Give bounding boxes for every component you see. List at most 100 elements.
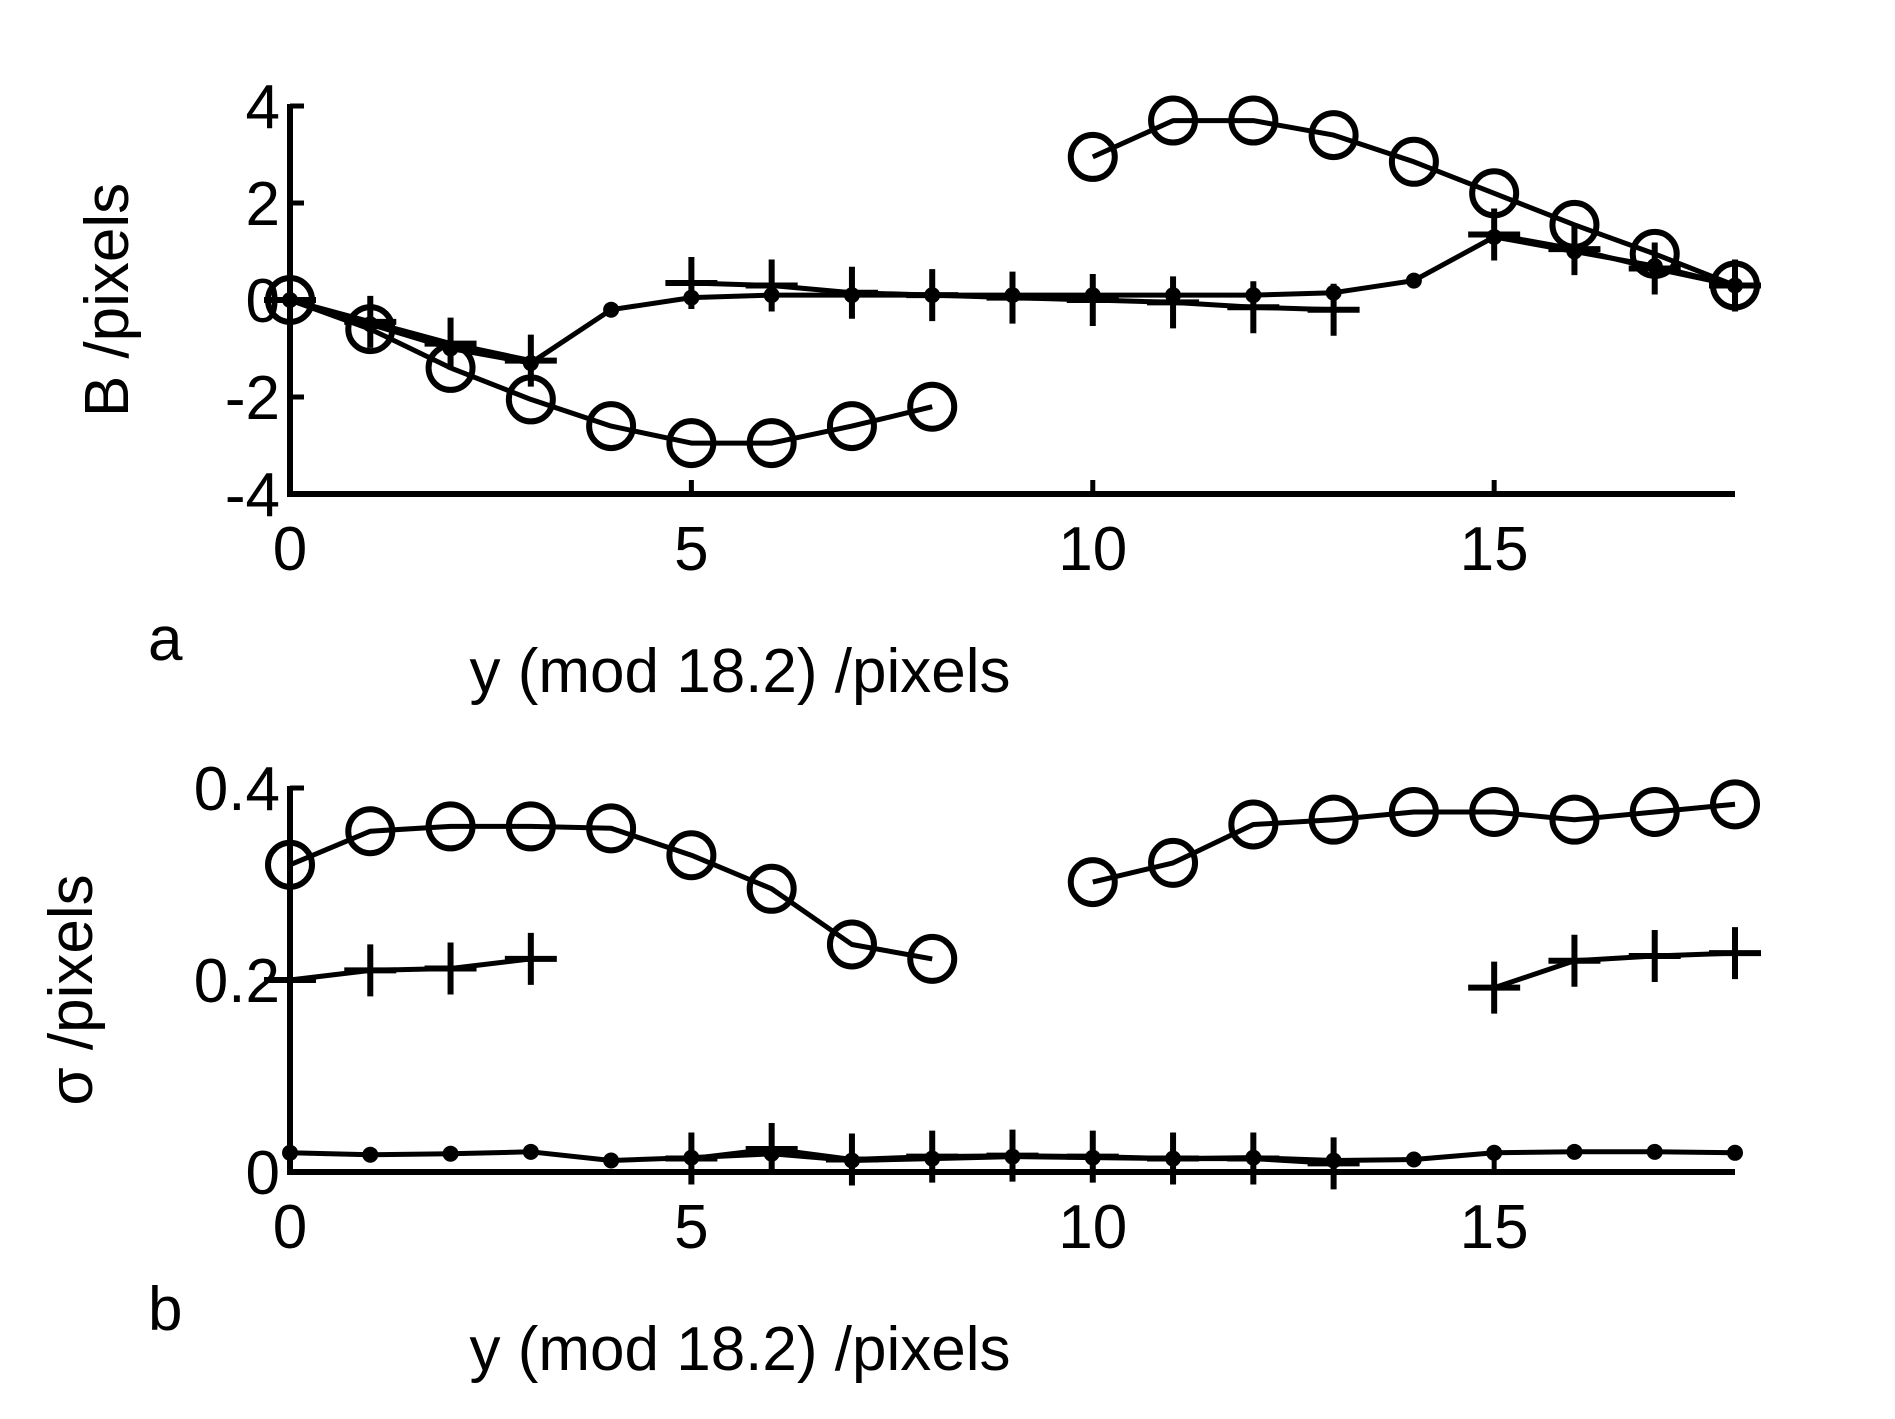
panel-b-point-circle — [666, 830, 717, 881]
panel-a-x-tick-label: 0 — [273, 515, 307, 584]
panel-b-point-dot — [362, 1146, 379, 1163]
panel-a-point-dot — [282, 292, 298, 308]
panel-a-point-dot — [1727, 277, 1743, 294]
panel-b-y-axis-label: σ /pixels — [37, 874, 106, 1105]
panel-a-point-dot — [362, 316, 379, 333]
panel-b-point-plus — [264, 954, 316, 1006]
panel-a-point-circle — [746, 418, 797, 469]
panel-b-point-circle — [1388, 787, 1439, 837]
panel-a-x-axis-label: y (mod 18.2) /pixels — [470, 637, 1011, 706]
panel-a-point-circle — [826, 401, 877, 452]
panel-b-point-circle — [586, 803, 637, 854]
panel-b-point-dot — [1084, 1149, 1101, 1166]
panel-a-point-circle — [1388, 136, 1439, 187]
panel-b-y-tick-label: 0.2 — [194, 947, 280, 1016]
panel-b-point-plus — [1709, 927, 1761, 980]
panel-b-x-axis-label: y (mod 18.2) /pixels — [470, 1315, 1011, 1384]
panel-a-point-dot — [603, 301, 620, 318]
panel-a-point-dot — [1165, 287, 1182, 304]
panel-b-point-plus — [1468, 961, 1521, 1014]
panel-a-y-tick-label: -2 — [225, 364, 280, 433]
panel-a-point-dot — [1486, 228, 1503, 245]
panel-a-y-tick-label: 4 — [246, 73, 280, 142]
panel-b-point-circle — [1710, 779, 1760, 830]
panel-a-point-circle — [1148, 95, 1199, 146]
panel-b-point-dot — [1486, 1144, 1503, 1161]
panel-b-point-circle — [907, 933, 958, 984]
panel-a: 0 5 10 15 -4 -2 0 2 4 a y (mod 18.2) /pixels B /… — [73, 73, 1761, 706]
panel-a-x-tick-label: 5 — [674, 515, 708, 584]
panel-a-point-circle — [1308, 110, 1359, 161]
panel-a-point-dot — [683, 289, 700, 306]
panel-b-point-dot — [1727, 1144, 1743, 1161]
panel-b-point-dot — [843, 1152, 860, 1169]
panel-b-point-circle — [425, 801, 476, 852]
panel-b-point-circle — [826, 919, 877, 970]
panel-b-point-dot — [1325, 1152, 1342, 1169]
panel-a-series-line-circle — [1091, 118, 1736, 288]
panel-a-y-tick-label: 2 — [246, 170, 280, 239]
panel-b-point-circle — [1549, 794, 1600, 845]
panel-a-point-circle — [1228, 95, 1279, 146]
panel-b-y-tick-label: 0.4 — [194, 755, 280, 824]
panel-b-x-tick-label: 5 — [674, 1193, 708, 1262]
panel-b-point-dot — [924, 1150, 941, 1167]
panel-b-point-plus — [1548, 934, 1601, 987]
panel-b-series-line-plus — [289, 956, 532, 983]
panel-b: 0 5 10 15 0 0.2 0.4 b y (mod 18.2) /pixels σ /… — [37, 755, 1761, 1384]
panel-a-point-circle — [907, 381, 958, 432]
panel-a-label: a — [148, 605, 183, 674]
panel-a-point-dot — [924, 287, 941, 304]
panel-a-y-tick-label: 0 — [246, 267, 280, 336]
panel-b-point-dot — [763, 1145, 780, 1162]
panel-b-point-circle — [1469, 787, 1520, 837]
panel-a-point-dot — [1084, 287, 1101, 304]
panel-b-point-circle — [1629, 787, 1680, 837]
panel-a-point-dot — [1646, 258, 1663, 275]
panel-b-point-dot — [1245, 1149, 1262, 1166]
panel-a-point-dot — [1004, 287, 1021, 304]
panel-b-point-circle — [746, 863, 797, 914]
panel-b-series-line-plus — [1493, 950, 1736, 991]
panel-a-point-circle — [586, 401, 637, 452]
panel-b-x-tick-label: 0 — [273, 1193, 307, 1262]
panel-a-point-circle — [1067, 131, 1118, 182]
panel-b-y-tick-label: 0 — [246, 1139, 280, 1208]
panel-a-point-dot — [1566, 243, 1583, 260]
panel-b-point-circle — [1067, 857, 1118, 908]
panel-b-point-plus — [344, 944, 397, 997]
panel-b-point-dot — [442, 1145, 459, 1162]
panel-b-x-tick-label: 10 — [1058, 1193, 1127, 1262]
panel-b-series-line-circle — [289, 823, 933, 962]
panel-b-label: b — [148, 1275, 182, 1344]
panel-b-plot-area — [264, 779, 1761, 1190]
panel-a-point-dot — [442, 340, 459, 357]
panel-a-series-line-circle — [289, 297, 933, 446]
panel-a-point-dot — [1325, 284, 1342, 301]
panel-b-point-circle — [1228, 799, 1279, 850]
panel-a-x-tick-label: 15 — [1460, 515, 1529, 584]
panel-b-point-plus — [1628, 930, 1681, 982]
panel-b-point-circle — [345, 806, 396, 857]
panel-b-point-circle — [265, 839, 315, 890]
panel-b-point-dot — [603, 1152, 620, 1169]
panel-a-point-dot — [522, 355, 539, 372]
panel-b-point-plus — [504, 932, 557, 985]
panel-a-y-axis-label: B /pixels — [73, 183, 142, 417]
panel-b-point-circle — [1308, 794, 1359, 845]
panel-b-point-dot — [1646, 1143, 1663, 1160]
panel-a-point-dot — [843, 287, 860, 304]
panel-a-point-dot — [1245, 287, 1262, 304]
panel-b-point-dot — [522, 1143, 539, 1160]
panel-a-plot-area — [264, 95, 1761, 497]
panel-b-point-plus — [424, 942, 477, 995]
panel-b-point-dot — [1004, 1148, 1021, 1165]
panel-b-point-circle — [1148, 837, 1199, 888]
panel-a-y-tick-label: -4 — [225, 461, 280, 530]
panel-a-point-dot — [763, 287, 780, 304]
panel-b-point-dot — [1566, 1143, 1583, 1160]
panel-b-tick-labels: 0 5 10 15 0 0.2 0.4 — [194, 755, 1529, 1262]
panel-b-point-dot — [282, 1144, 298, 1161]
